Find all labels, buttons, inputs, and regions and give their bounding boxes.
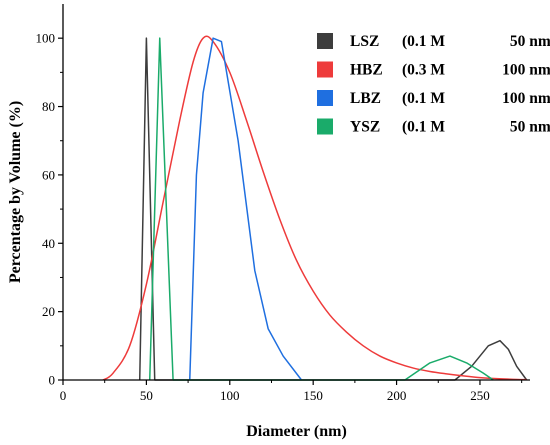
legend-label-lbz: (0.1 M bbox=[402, 90, 445, 107]
legend-label-lsz: (0.1 M bbox=[402, 33, 445, 50]
x-tick-label: 50 bbox=[140, 388, 153, 403]
y-ticks: 0 20 40 60 80 100 bbox=[36, 31, 63, 388]
legend-label-lsz: 50 nm) bbox=[510, 33, 550, 50]
y-tick-label: 100 bbox=[36, 31, 56, 46]
legend-label-lsz: LSZ bbox=[350, 33, 379, 50]
legend: LSZ (0.1 M 50 nm) HBZ (0.3 M 100 nm) LBZ (0.1 M… bbox=[317, 33, 550, 136]
plot-area bbox=[102, 35, 528, 381]
x-tick-label: 200 bbox=[387, 388, 407, 403]
x-tick-label: 150 bbox=[303, 388, 323, 403]
legend-label-hbz: (0.3 M bbox=[402, 62, 445, 79]
legend-label-ysz: (0.1 M bbox=[402, 119, 445, 136]
x-axis-title: Diameter (nm) bbox=[246, 423, 347, 440]
legend-label-ysz: YSZ bbox=[350, 119, 380, 136]
series-line-ysz bbox=[148, 37, 494, 381]
legend-swatch-lbz bbox=[317, 90, 333, 106]
legend-label-ysz: 50 nm) bbox=[510, 119, 550, 136]
legend-label-lbz: LBZ bbox=[350, 90, 381, 107]
y-tick-label: 0 bbox=[49, 373, 56, 388]
series-line-lsz bbox=[138, 37, 528, 381]
legend-label-lbz: 100 nm) bbox=[502, 90, 550, 107]
legend-swatch-hbz bbox=[317, 61, 333, 78]
y-tick-label: 20 bbox=[42, 304, 55, 319]
y-axis-title: Percentage by Volume (%) bbox=[7, 101, 24, 283]
x-tick-label: 0 bbox=[60, 388, 67, 403]
y-tick-label: 40 bbox=[42, 236, 55, 251]
legend-swatch-lsz bbox=[317, 33, 333, 49]
legend-swatch-ysz bbox=[317, 118, 333, 135]
legend-label-hbz: 100 nm) bbox=[502, 62, 550, 79]
x-ticks: 0 50 100 150 200 250 bbox=[60, 380, 523, 403]
series-line-hbz bbox=[102, 35, 527, 381]
x-tick-label: 250 bbox=[470, 388, 490, 403]
y-tick-label: 60 bbox=[42, 167, 55, 182]
legend-label-hbz: HBZ bbox=[350, 62, 383, 79]
x-tick-label: 100 bbox=[220, 388, 240, 403]
series-line-lbz bbox=[189, 37, 303, 381]
y-tick-label: 80 bbox=[42, 99, 55, 114]
